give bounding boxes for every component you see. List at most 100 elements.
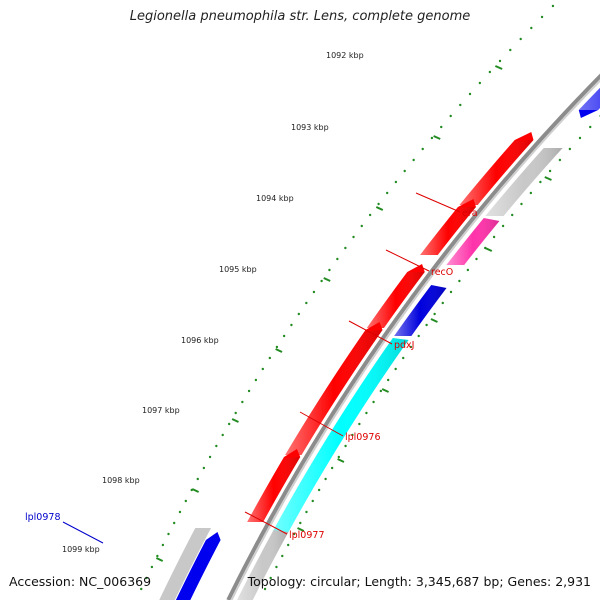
gene-label-line [348, 320, 393, 345]
inner-tick-dot [475, 257, 478, 261]
gene-label-pdxJ[interactable]: pdxJ [394, 340, 414, 351]
outer-tick-dot [377, 202, 380, 206]
inner-tick-dot [372, 400, 375, 404]
tick-label: 1092 kbp [326, 51, 364, 60]
outer-tick-dot [385, 191, 389, 195]
inner-tick-dot [520, 202, 523, 206]
inner-tick-dot [275, 565, 278, 569]
gene-shading [446, 218, 500, 265]
gene-labels: era recO pdxJ lpl0976 lpl0977 lpl0978 [25, 192, 478, 544]
outer-tick-dot [145, 576, 148, 580]
outer-tick-dot [344, 246, 347, 250]
major-tick [375, 206, 384, 211]
backbone-line-inner [230, 79, 600, 600]
gene-shading [459, 140, 534, 205]
outer-tick-dot [421, 147, 424, 151]
gene-label-era[interactable]: era [462, 208, 478, 219]
minor-tick [337, 458, 345, 463]
inner-tick-dot [358, 422, 361, 426]
gene-label-recO[interactable]: recO [431, 267, 453, 278]
gene-label-line [62, 521, 104, 544]
inner-tick-dot [292, 532, 296, 536]
outer-tick-dot [241, 400, 244, 404]
inner-tick-dot [578, 136, 582, 140]
inner-tick-dot [492, 235, 496, 239]
major-tick [494, 65, 503, 70]
outer-tick-dot [320, 279, 323, 283]
outer-tick-dot [221, 433, 224, 437]
outer-tick-dot [530, 26, 533, 30]
minor-tick [381, 388, 389, 393]
inner-tick-dot [441, 301, 444, 305]
gene-label-lpl0978[interactable]: lpl0978 [25, 512, 61, 523]
outer-tick-dot [394, 180, 398, 184]
gene-arrow [175, 532, 221, 600]
outer-tick-dot [368, 213, 372, 217]
inner-tick-dot [324, 477, 327, 481]
inner-tick-dot [433, 312, 436, 316]
inner-tick-dot [417, 334, 420, 338]
inner-tick-dot [402, 356, 405, 360]
feature-track [159, 87, 600, 600]
outer-tick-dot [449, 114, 452, 118]
inner-tick-dot [305, 510, 308, 514]
outer-tick-dot [150, 565, 154, 569]
gene-label-line [244, 511, 288, 535]
outer-tick-dot [196, 477, 199, 481]
gene-label-lpl0976[interactable]: lpl0976 [345, 432, 381, 443]
inner-tick-dot [365, 411, 368, 415]
gene-shading [237, 530, 289, 600]
outer-tick-dot [328, 268, 331, 272]
inner-tick-dot [409, 345, 413, 349]
inner-tick-dot [449, 290, 453, 294]
gene-label-lpl0977[interactable]: lpl0977 [289, 530, 325, 541]
outer-tick-dot [234, 411, 237, 415]
inner-tick-dot [317, 488, 321, 492]
outer-tick-dot [305, 301, 308, 305]
inner-tick-dot [568, 147, 572, 151]
gene-shading [578, 87, 600, 110]
outer-tick-dot [440, 125, 443, 129]
tick-label: 1094 kbp [256, 194, 294, 203]
outer-tick-dot [268, 356, 272, 360]
minor-tick [430, 318, 438, 323]
major-tick [155, 557, 164, 562]
outer-tick-dot [336, 257, 339, 261]
inner-tick-dot [425, 323, 428, 327]
tick-label: 1098 kbp [102, 476, 140, 485]
outer-tick-dot [360, 224, 363, 228]
outer-tick-dot [403, 169, 406, 173]
inner-tick-dot [269, 576, 272, 580]
outer-tick-dot [178, 510, 182, 514]
tick-labels: 1092 kbp 1093 kbp 1094 kbp 1095 kbp 1096… [62, 51, 364, 554]
inner-tick-dot [539, 180, 542, 184]
major-tick [191, 488, 200, 493]
inner-tick-dot [548, 169, 552, 173]
outer-tick-dot [254, 378, 258, 382]
outer-tick-dot [290, 323, 293, 327]
outer-tick-dot [509, 48, 512, 52]
outer-tick-dot [352, 235, 355, 239]
inner-tick-dot [311, 499, 314, 503]
map-title: Legionella pneumophila str. Lens, comple… [129, 9, 471, 24]
inner-tick-dot [558, 158, 562, 162]
outer-tick-dot [488, 70, 492, 74]
outer-tick-dot [215, 444, 218, 448]
outer-tick-dot [275, 345, 279, 349]
tick-label: 1093 kbp [291, 123, 329, 132]
inner-tick-dot [337, 455, 341, 459]
outer-tick-dot [227, 422, 231, 426]
gene-shading [485, 148, 563, 216]
tick-label: 1095 kbp [219, 265, 257, 274]
tick-label: 1096 kbp [181, 336, 219, 345]
outer-tick-dot [478, 81, 482, 85]
inner-tick-dot [263, 587, 267, 591]
minor-tick [484, 247, 493, 252]
inner-tick-dot [589, 125, 592, 129]
gene-label-line [415, 192, 461, 213]
inner-tick-dot [299, 521, 302, 525]
outer-tick-dot [261, 367, 265, 371]
backbone [226, 73, 600, 600]
outer-tick-dot [498, 59, 502, 63]
